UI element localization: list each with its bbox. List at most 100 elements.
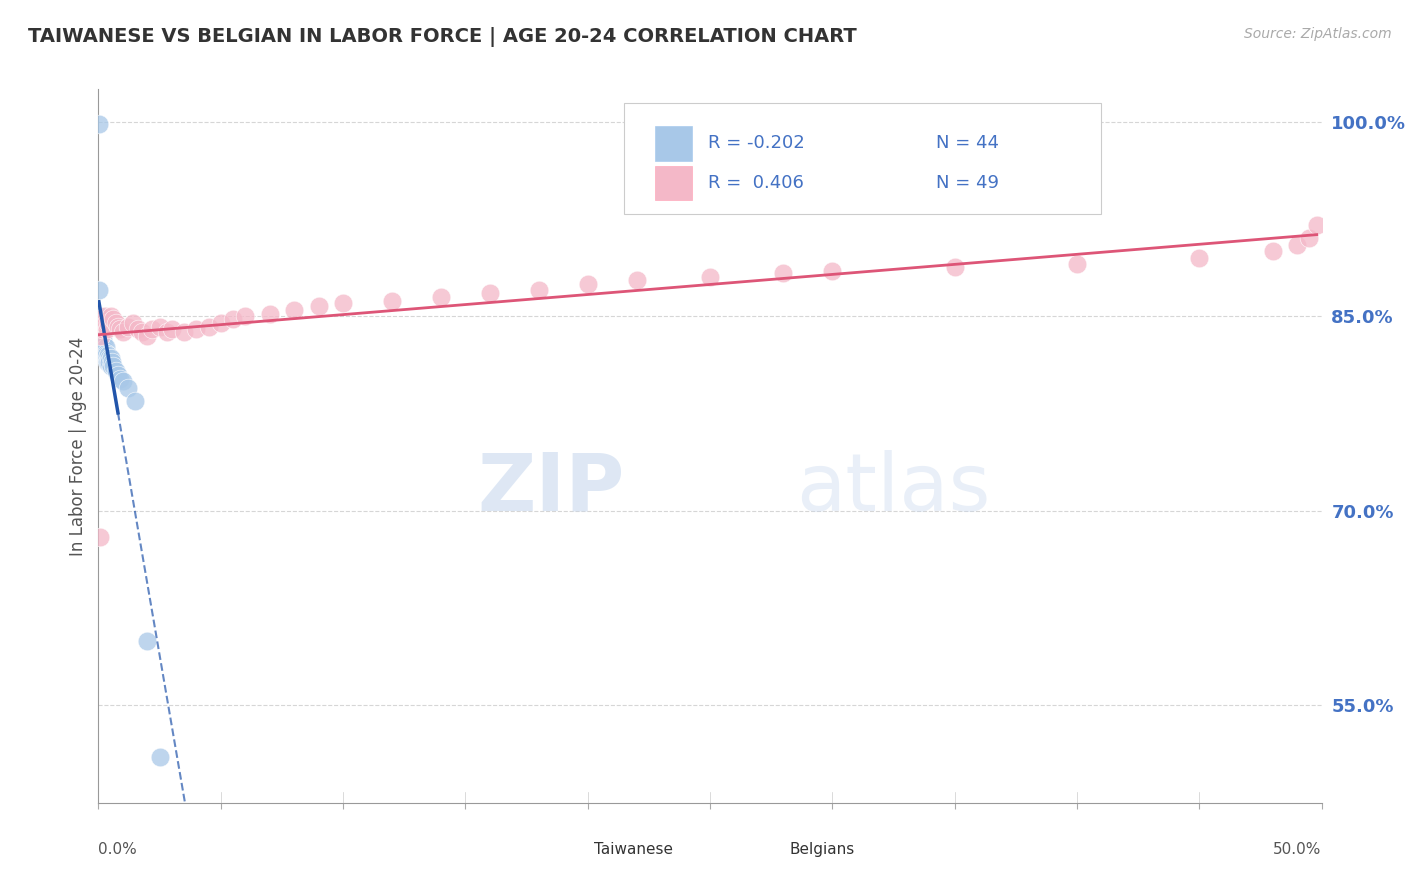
Point <box>94 351 117 365</box>
Point <box>149 319 172 334</box>
Point <box>94 345 117 359</box>
Point <box>100 359 122 373</box>
Bar <box>551 837 578 862</box>
FancyBboxPatch shape <box>624 103 1101 214</box>
Point <box>91 316 114 330</box>
Point <box>90 328 112 343</box>
Point <box>93 342 115 356</box>
Point <box>90 328 112 343</box>
Text: R = -0.202: R = -0.202 <box>707 135 804 153</box>
Point <box>110 322 132 336</box>
Point <box>91 348 114 362</box>
Point <box>233 310 256 324</box>
Point <box>772 267 794 281</box>
Point <box>124 393 146 408</box>
Point <box>93 310 115 324</box>
Point <box>156 325 179 339</box>
Point <box>90 335 112 350</box>
Point <box>308 299 330 313</box>
Point <box>98 354 121 368</box>
Point <box>259 307 281 321</box>
Point <box>97 316 120 330</box>
Point <box>101 354 124 368</box>
Point <box>94 316 117 330</box>
Point <box>1298 231 1320 245</box>
Text: Taiwanese: Taiwanese <box>593 842 673 856</box>
Point <box>209 316 232 330</box>
Point <box>96 348 118 362</box>
Text: N = 44: N = 44 <box>936 135 1000 153</box>
Point <box>97 354 120 368</box>
Point <box>90 325 112 339</box>
Point <box>197 319 219 334</box>
Point <box>111 325 134 339</box>
Text: N = 49: N = 49 <box>936 174 1000 192</box>
Point <box>1261 244 1284 259</box>
Point <box>283 302 305 317</box>
Point <box>87 117 110 131</box>
Point <box>1306 219 1329 233</box>
Point <box>430 290 453 304</box>
Point <box>91 342 114 356</box>
Point <box>104 316 127 330</box>
Point <box>136 328 159 343</box>
Point <box>699 270 721 285</box>
Point <box>1188 251 1211 265</box>
Point <box>527 283 550 297</box>
Point <box>91 348 114 362</box>
Point <box>91 322 114 336</box>
Point <box>100 351 122 365</box>
Point <box>160 322 183 336</box>
Point <box>90 328 112 343</box>
Bar <box>655 166 692 200</box>
Point <box>117 319 139 334</box>
Point <box>89 283 111 297</box>
Point <box>136 633 159 648</box>
Point <box>104 364 127 378</box>
Point <box>173 325 195 339</box>
Point <box>89 310 111 324</box>
Point <box>943 260 966 274</box>
Point <box>1286 238 1309 252</box>
Point <box>107 368 129 382</box>
Point <box>101 311 124 326</box>
Text: Source: ZipAtlas.com: Source: ZipAtlas.com <box>1244 27 1392 41</box>
Point <box>576 277 599 291</box>
Point <box>381 293 404 308</box>
Point <box>131 325 153 339</box>
Point <box>1066 257 1088 271</box>
Text: ZIP: ZIP <box>477 450 624 528</box>
Point <box>91 342 114 356</box>
Point <box>121 316 143 330</box>
Point <box>100 310 122 324</box>
Point <box>96 322 118 336</box>
Point <box>97 351 120 365</box>
Point <box>96 354 118 368</box>
Point <box>332 296 354 310</box>
Text: 50.0%: 50.0% <box>1274 842 1322 857</box>
Point <box>93 338 115 352</box>
Point <box>478 285 501 300</box>
Point <box>91 333 114 347</box>
Text: atlas: atlas <box>796 450 990 528</box>
Point <box>117 381 139 395</box>
Point <box>94 345 117 359</box>
Point <box>91 338 114 352</box>
Point <box>111 374 134 388</box>
Point <box>127 322 149 336</box>
Point <box>89 530 111 544</box>
Point <box>94 340 117 354</box>
Point <box>101 359 124 373</box>
Bar <box>655 127 692 161</box>
Point <box>626 273 648 287</box>
Point <box>90 322 112 336</box>
Point <box>89 316 111 330</box>
Point <box>94 348 117 362</box>
Bar <box>747 837 773 862</box>
Point <box>186 322 208 336</box>
Point <box>96 351 118 365</box>
Point <box>97 348 120 362</box>
Y-axis label: In Labor Force | Age 20-24: In Labor Force | Age 20-24 <box>69 336 87 556</box>
Point <box>110 371 132 385</box>
Point <box>222 311 245 326</box>
